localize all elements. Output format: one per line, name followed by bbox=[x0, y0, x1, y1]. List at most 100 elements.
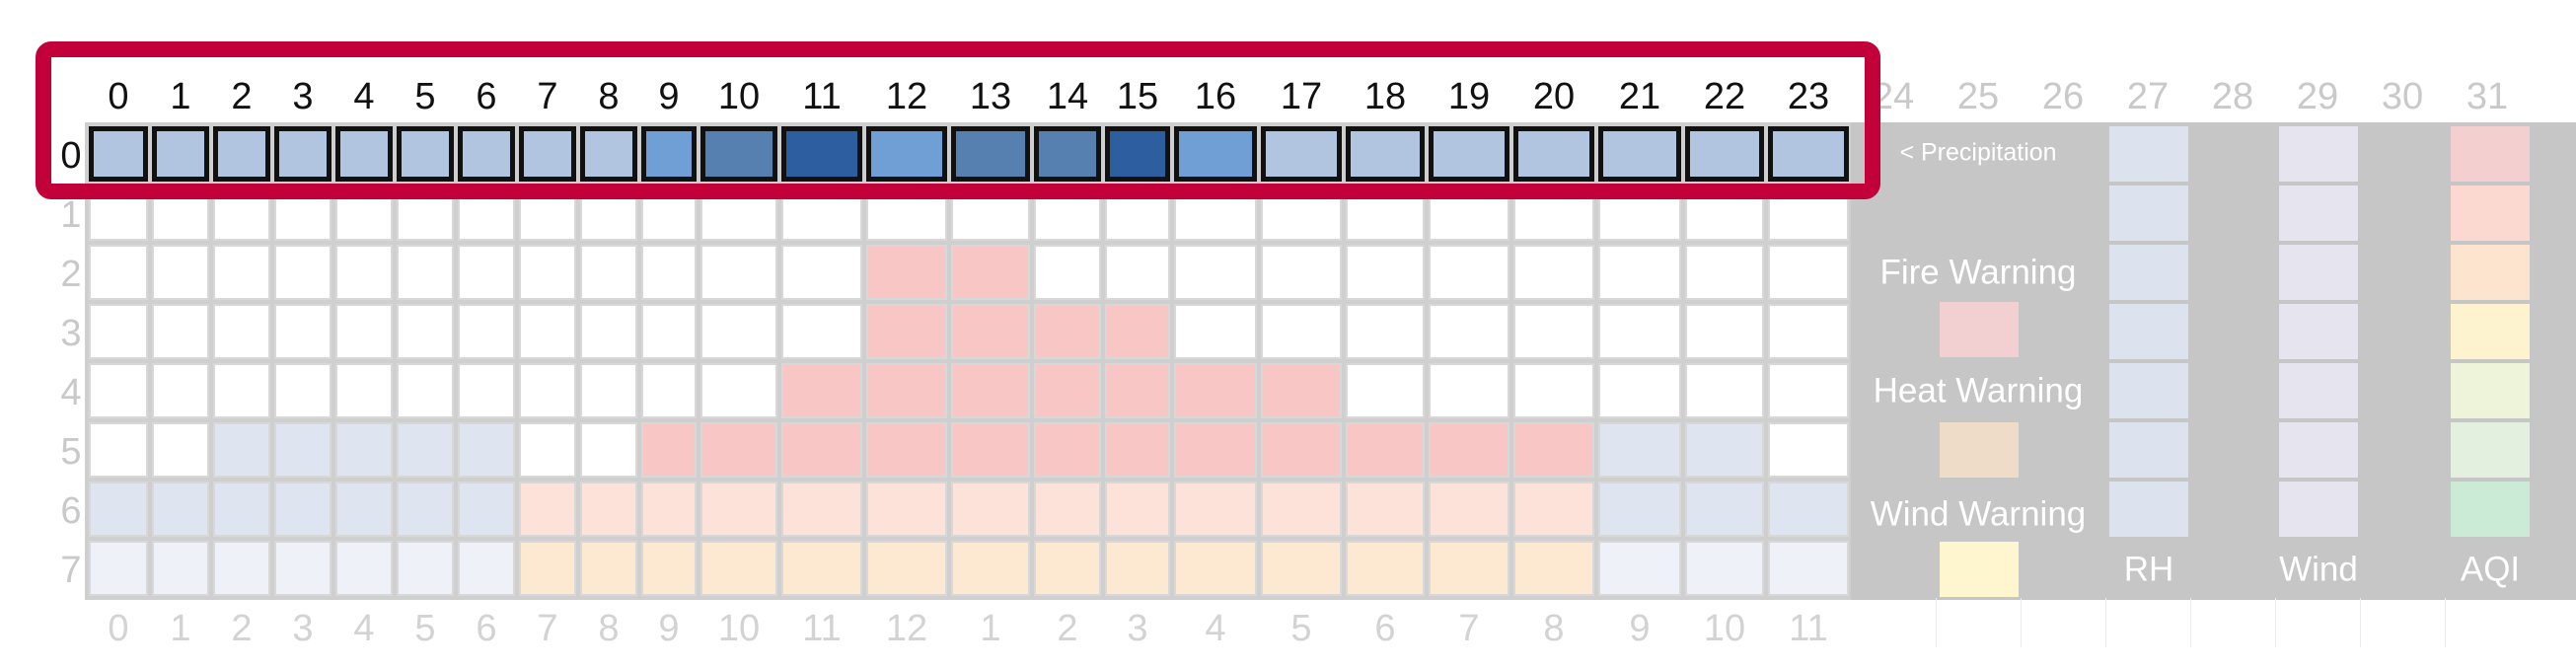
grid-cell[interactable] bbox=[1261, 186, 1342, 241]
grid-cell[interactable] bbox=[274, 363, 331, 418]
grid-cell[interactable] bbox=[1685, 304, 1764, 359]
grid-cell[interactable] bbox=[519, 126, 576, 182]
grid-cell[interactable] bbox=[1261, 126, 1342, 182]
grid-cell[interactable] bbox=[1513, 363, 1594, 418]
grid-cell[interactable] bbox=[1174, 482, 1257, 537]
grid-cell[interactable] bbox=[519, 422, 576, 478]
grid-cell[interactable] bbox=[152, 422, 209, 478]
grid-cell[interactable] bbox=[519, 541, 576, 596]
grid-cell[interactable] bbox=[641, 245, 697, 300]
grid-cell[interactable] bbox=[1034, 245, 1101, 300]
grid-cell[interactable] bbox=[1513, 245, 1594, 300]
grid-cell[interactable] bbox=[1598, 541, 1681, 596]
grid-cell[interactable] bbox=[1346, 482, 1425, 537]
grid-cell[interactable] bbox=[1261, 541, 1342, 596]
grid-cell[interactable] bbox=[335, 245, 393, 300]
grid-cell[interactable] bbox=[700, 186, 777, 241]
grid-cell[interactable] bbox=[1598, 482, 1681, 537]
grid-cell[interactable] bbox=[1685, 422, 1764, 478]
grid-cell[interactable] bbox=[781, 422, 862, 478]
grid-cell[interactable] bbox=[1346, 126, 1425, 182]
grid-cell[interactable] bbox=[700, 363, 777, 418]
grid-cell[interactable] bbox=[1174, 245, 1257, 300]
grid-cell[interactable] bbox=[335, 541, 393, 596]
grid-cell[interactable] bbox=[1174, 186, 1257, 241]
grid-cell[interactable] bbox=[274, 541, 331, 596]
grid-cell[interactable] bbox=[1346, 186, 1425, 241]
grid-cell[interactable] bbox=[1768, 363, 1849, 418]
grid-cell[interactable] bbox=[951, 245, 1030, 300]
grid-cell[interactable] bbox=[641, 541, 697, 596]
grid-cell[interactable] bbox=[951, 363, 1030, 418]
grid-cell[interactable] bbox=[951, 186, 1030, 241]
grid-cell[interactable] bbox=[397, 245, 454, 300]
grid-cell[interactable] bbox=[519, 245, 576, 300]
grid-cell[interactable] bbox=[641, 126, 697, 182]
grid-cell[interactable] bbox=[397, 126, 454, 182]
grid-cell[interactable] bbox=[1034, 186, 1101, 241]
grid-cell[interactable] bbox=[866, 422, 947, 478]
grid-cell[interactable] bbox=[1174, 422, 1257, 478]
grid-cell[interactable] bbox=[1768, 245, 1849, 300]
grid-cell[interactable] bbox=[1598, 186, 1681, 241]
grid-cell[interactable] bbox=[89, 186, 148, 241]
grid-cell[interactable] bbox=[866, 186, 947, 241]
grid-cell[interactable] bbox=[274, 304, 331, 359]
grid-cell[interactable] bbox=[580, 422, 637, 478]
grid-cell[interactable] bbox=[458, 482, 515, 537]
grid-cell[interactable] bbox=[641, 422, 697, 478]
grid-cell[interactable] bbox=[1174, 126, 1257, 182]
grid-cell[interactable] bbox=[700, 541, 777, 596]
grid-cell[interactable] bbox=[519, 482, 576, 537]
grid-cell[interactable] bbox=[335, 186, 393, 241]
grid-cell[interactable] bbox=[1429, 304, 1509, 359]
grid-cell[interactable] bbox=[866, 304, 947, 359]
grid-cell[interactable] bbox=[458, 186, 515, 241]
grid-cell[interactable] bbox=[781, 541, 862, 596]
grid-cell[interactable] bbox=[580, 482, 637, 537]
grid-cell[interactable] bbox=[274, 186, 331, 241]
grid-cell[interactable] bbox=[1261, 245, 1342, 300]
grid-cell[interactable] bbox=[152, 363, 209, 418]
grid-cell[interactable] bbox=[1105, 245, 1170, 300]
grid-cell[interactable] bbox=[1105, 304, 1170, 359]
grid-cell[interactable] bbox=[580, 363, 637, 418]
grid-cell[interactable] bbox=[519, 363, 576, 418]
grid-cell[interactable] bbox=[1346, 541, 1425, 596]
grid-cell[interactable] bbox=[866, 482, 947, 537]
grid-cell[interactable] bbox=[1346, 363, 1425, 418]
grid-cell[interactable] bbox=[781, 363, 862, 418]
grid-cell[interactable] bbox=[641, 186, 697, 241]
grid-cell[interactable] bbox=[1346, 304, 1425, 359]
grid-cell[interactable] bbox=[1768, 422, 1849, 478]
grid-cell[interactable] bbox=[1105, 422, 1170, 478]
grid-cell[interactable] bbox=[1685, 541, 1764, 596]
grid-cell[interactable] bbox=[213, 245, 270, 300]
grid-cell[interactable] bbox=[1034, 363, 1101, 418]
grid-cell[interactable] bbox=[1034, 541, 1101, 596]
grid-cell[interactable] bbox=[1685, 482, 1764, 537]
grid-cell[interactable] bbox=[1105, 126, 1170, 182]
grid-cell[interactable] bbox=[1513, 126, 1594, 182]
grid-cell[interactable] bbox=[397, 363, 454, 418]
grid-cell[interactable] bbox=[152, 541, 209, 596]
grid-cell[interactable] bbox=[641, 363, 697, 418]
grid-cell[interactable] bbox=[274, 422, 331, 478]
grid-cell[interactable] bbox=[1105, 541, 1170, 596]
grid-cell[interactable] bbox=[1105, 363, 1170, 418]
grid-cell[interactable] bbox=[458, 126, 515, 182]
grid-cell[interactable] bbox=[397, 541, 454, 596]
grid-cell[interactable] bbox=[458, 245, 515, 300]
grid-cell[interactable] bbox=[1429, 186, 1509, 241]
grid-cell[interactable] bbox=[1685, 126, 1764, 182]
grid-cell[interactable] bbox=[1768, 482, 1849, 537]
grid-cell[interactable] bbox=[1598, 363, 1681, 418]
grid-cell[interactable] bbox=[152, 245, 209, 300]
grid-cell[interactable] bbox=[1429, 482, 1509, 537]
grid-cell[interactable] bbox=[89, 422, 148, 478]
grid-cell[interactable] bbox=[951, 482, 1030, 537]
grid-cell[interactable] bbox=[1429, 126, 1509, 182]
grid-cell[interactable] bbox=[213, 541, 270, 596]
grid-cell[interactable] bbox=[1598, 422, 1681, 478]
grid-cell[interactable] bbox=[951, 304, 1030, 359]
